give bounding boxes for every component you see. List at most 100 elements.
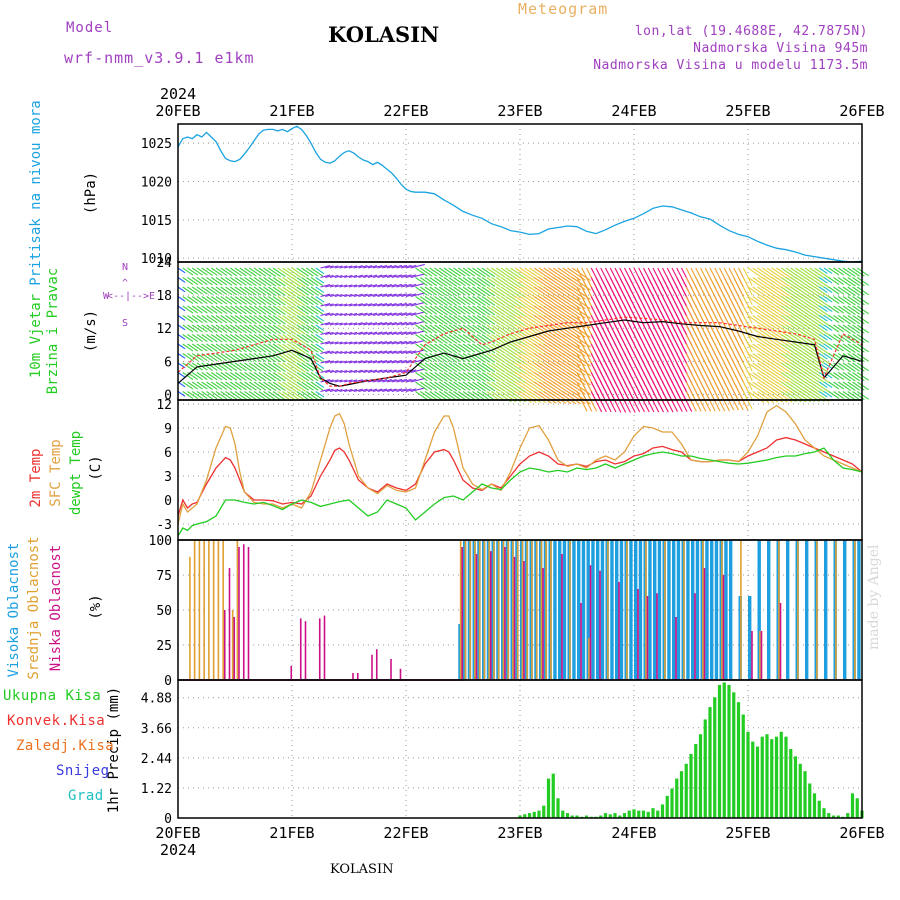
wind-barb (286, 286, 302, 297)
wind-barb (210, 277, 223, 286)
wind-barb (795, 286, 811, 298)
wind-barb (776, 305, 793, 318)
wind-barb (372, 322, 383, 326)
wind-barb (529, 324, 547, 337)
x-tick-bottom: 25FEB (725, 824, 770, 842)
wind-barb (481, 372, 496, 382)
precip-bar (556, 798, 560, 818)
wind-barb (472, 343, 486, 354)
wind-barb (785, 315, 802, 327)
wind-barb (187, 324, 199, 333)
wind-barb (766, 353, 783, 365)
precip-bar (561, 810, 565, 818)
wind-barb (206, 296, 218, 305)
wind-barb (419, 305, 433, 315)
wind-barb (225, 305, 238, 315)
wind-barb (182, 334, 194, 343)
wind-barb (823, 362, 833, 370)
wind-barb (225, 315, 238, 324)
wind-barb (220, 286, 233, 296)
wind-barb (339, 341, 348, 345)
wind-barb (419, 391, 433, 401)
wind-barb (286, 277, 302, 288)
wind-barb (386, 331, 397, 336)
wind-barb (453, 391, 466, 401)
temp-ylabel-dewpt: dewpt Temp (68, 431, 84, 515)
wind-barb (182, 353, 194, 362)
wind-barb (239, 277, 252, 287)
wind-barb (519, 353, 537, 366)
wind-barb (823, 277, 833, 284)
wind-barb (210, 315, 223, 324)
wind-barb (771, 277, 788, 289)
wind-barb (353, 312, 363, 317)
wind-barb (814, 372, 830, 383)
wind-barb (448, 286, 461, 296)
wind-barb (282, 381, 297, 392)
wind-barb (305, 277, 319, 287)
wind-barb (505, 305, 522, 317)
wind-barb (296, 286, 309, 296)
wind-barb (733, 391, 744, 411)
wind-barb (334, 275, 343, 279)
cloud_mid-bar (198, 540, 201, 680)
wind-barb (524, 315, 542, 328)
wind-barb (804, 267, 820, 279)
wind-barb (514, 343, 532, 356)
pressure-ytick-label: 1015 (141, 214, 172, 229)
wind-barb (234, 315, 247, 324)
wind-barb (382, 312, 392, 317)
wind-barb (320, 388, 331, 393)
wind-barb (495, 362, 512, 374)
wind-barb (391, 293, 403, 298)
wind-barb (277, 334, 292, 345)
wind-barb (177, 391, 186, 397)
cloud_mid-bar (459, 540, 462, 680)
wind-barb (847, 343, 860, 353)
wind-barb (747, 381, 765, 394)
wind-barb (201, 391, 213, 400)
wind-barb (391, 359, 403, 364)
wind-barb (253, 381, 267, 391)
wind-barb (842, 391, 856, 401)
wind-barb (296, 343, 309, 353)
wind-barb (814, 296, 830, 307)
precip-bar (784, 736, 788, 818)
wind-barb (472, 381, 486, 392)
cloud_low-bar (223, 610, 226, 680)
wind-barb (272, 372, 286, 382)
wind-barb (225, 372, 238, 381)
wind-barb (206, 324, 218, 333)
wind-barb (462, 277, 476, 287)
precip-bar (527, 813, 532, 818)
wind-barb (837, 343, 852, 353)
cloud_mid-bar (797, 540, 799, 680)
wind-barb (837, 334, 852, 344)
wind-barb (301, 381, 314, 391)
precip-bar (850, 793, 855, 818)
wind-barb (495, 324, 512, 336)
precip-bar (618, 815, 622, 818)
precip-bar (599, 815, 603, 818)
precip-bar (708, 707, 712, 818)
wind-barb (348, 265, 358, 269)
wind-barb (828, 343, 840, 352)
wind-barb (382, 341, 392, 345)
precip-ylabel: 1hr Precip (mm) (106, 687, 122, 813)
wind-barb (847, 315, 860, 325)
wind-barb (747, 267, 765, 280)
cloud_high-bar (724, 540, 728, 680)
wind-barb (239, 305, 252, 315)
wind-barb (804, 381, 820, 393)
wind-barb (486, 372, 501, 383)
wind-barb (424, 305, 438, 315)
wind-barb (396, 369, 407, 374)
cloud_high-bar (619, 540, 624, 680)
wind-barb (244, 353, 257, 363)
wind-barb (738, 391, 749, 411)
cloud_low-bar (242, 544, 245, 680)
wind-barb (776, 381, 793, 394)
cloud_high-bar (562, 540, 567, 680)
wind-barb (752, 296, 770, 309)
wind-barb (410, 387, 425, 393)
